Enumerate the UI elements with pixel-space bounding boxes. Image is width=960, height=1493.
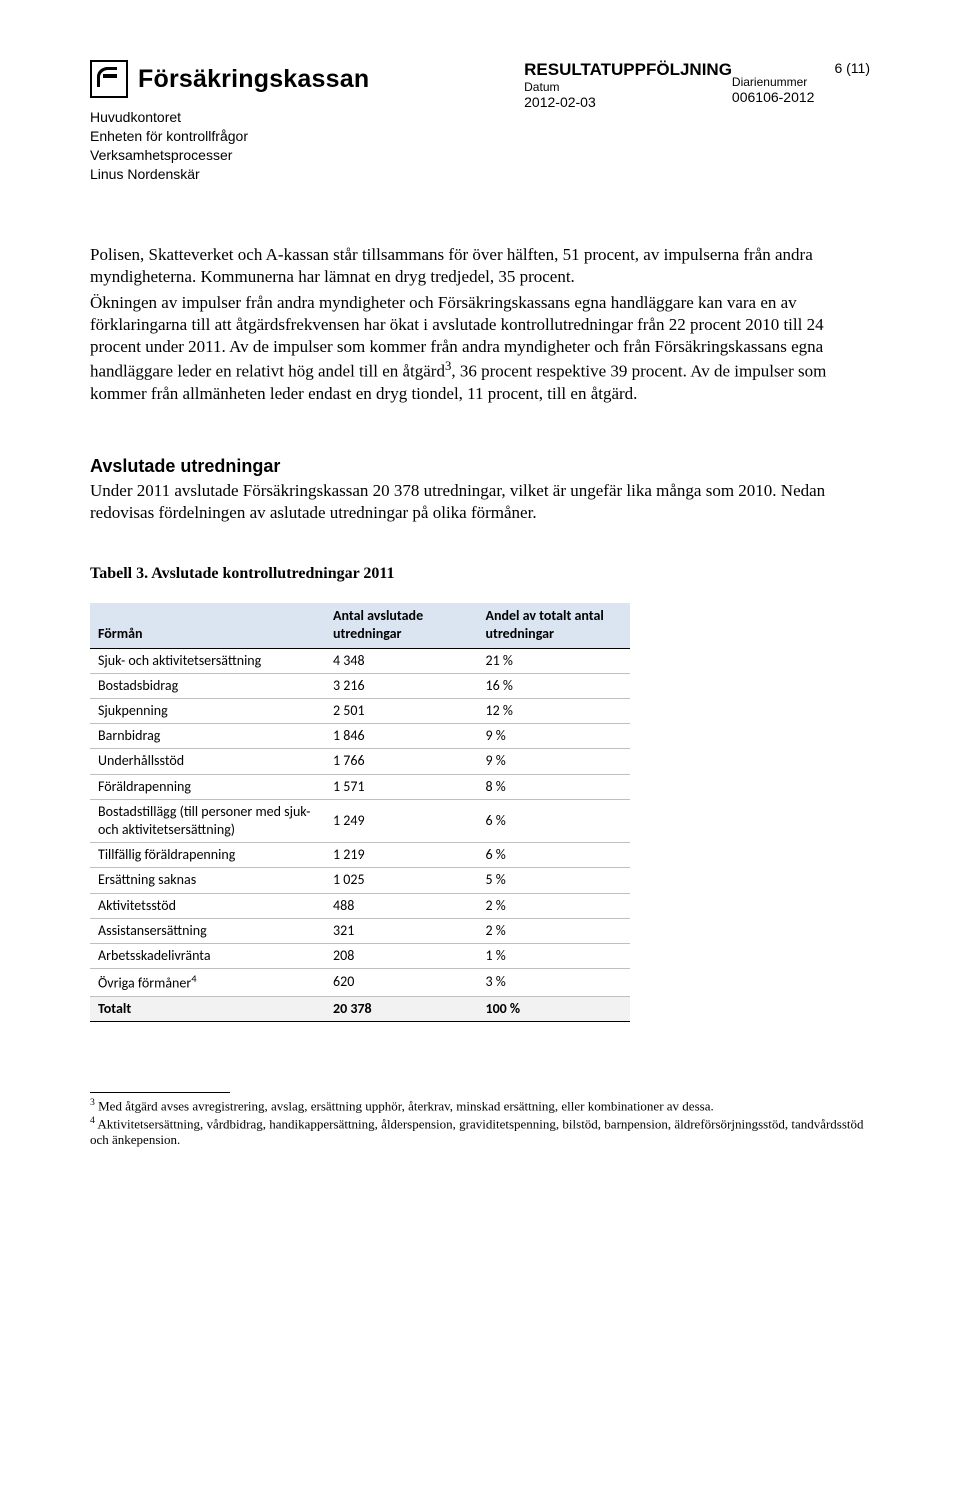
- footnote-rule: [90, 1092, 230, 1093]
- cell-text: Övriga förmåner: [98, 975, 191, 992]
- cell: 1 846: [325, 724, 477, 749]
- cell: Föräldrapenning: [90, 774, 325, 799]
- table-row: Föräldrapenning1 5718 %: [90, 774, 630, 799]
- cell: 620: [325, 969, 477, 997]
- paragraph: Under 2011 avslutade Försäkringskassan 2…: [90, 480, 870, 524]
- cell: 3 %: [477, 969, 630, 997]
- diarie-label: Diarienummer: [732, 75, 815, 89]
- cell: 9 %: [477, 724, 630, 749]
- sender-block: Huvudkontoret Enheten för kontrollfrågor…: [90, 108, 369, 184]
- cell: Barnbidrag: [90, 724, 325, 749]
- header-meta-left: RESULTATUPPFÖLJNING Datum 2012-02-03: [524, 60, 732, 110]
- cell: 2 %: [477, 918, 630, 943]
- table-row: Sjuk- och aktivitetsersättning4 34821 %: [90, 648, 630, 673]
- cell: Bostadstillägg (till personer med sjuk- …: [90, 799, 325, 842]
- page-number: 6 (11): [834, 60, 870, 110]
- table-row: Tillfällig föräldrapenning1 2196 %: [90, 843, 630, 868]
- cell: 6 %: [477, 799, 630, 842]
- cell: Aktivitetsstöd: [90, 893, 325, 918]
- table-row: Sjukpenning2 50112 %: [90, 699, 630, 724]
- cell: 2 %: [477, 893, 630, 918]
- footnote-text: Aktivitetsersättning, vårdbidrag, handik…: [90, 1116, 864, 1147]
- footnote: 4 Aktivitetsersättning, vårdbidrag, hand…: [90, 1115, 870, 1149]
- cell: Bostadsbidrag: [90, 673, 325, 698]
- page-header: Försäkringskassan Huvudkontoret Enheten …: [90, 60, 870, 184]
- cell: 3 216: [325, 673, 477, 698]
- cell: Tillfällig föräldrapenning: [90, 843, 325, 868]
- cell: 4 348: [325, 648, 477, 673]
- cell: 488: [325, 893, 477, 918]
- table-row: Ersättning saknas1 0255 %: [90, 868, 630, 893]
- footnote-ref: 4: [191, 972, 196, 985]
- table-row: Bostadstillägg (till personer med sjuk- …: [90, 799, 630, 842]
- logo: Försäkringskassan: [90, 60, 369, 98]
- header-meta-right: Diarienummer 006106-2012: [732, 60, 815, 110]
- cell: Övriga förmåner4: [90, 969, 325, 997]
- cell: Underhållsstöd: [90, 749, 325, 774]
- table-total-row: Totalt 20 378 100 %: [90, 996, 630, 1021]
- paragraph: Polisen, Skatteverket och A-kassan står …: [90, 244, 870, 288]
- cell: 8 %: [477, 774, 630, 799]
- table-row: Aktivitetsstöd4882 %: [90, 893, 630, 918]
- cell: 321: [325, 918, 477, 943]
- table-header: Förmån: [90, 603, 325, 648]
- cell: 1 571: [325, 774, 477, 799]
- table-header: Antal avslutade utredningar: [325, 603, 477, 648]
- cell: 16 %: [477, 673, 630, 698]
- cell: 1 766: [325, 749, 477, 774]
- table-row: Bostadsbidrag3 21616 %: [90, 673, 630, 698]
- header-right: RESULTATUPPFÖLJNING Datum 2012-02-03 Dia…: [524, 60, 870, 110]
- header-left: Försäkringskassan Huvudkontoret Enheten …: [90, 60, 369, 184]
- table-body: Sjuk- och aktivitetsersättning4 34821 % …: [90, 648, 630, 1021]
- cell: 208: [325, 943, 477, 968]
- logo-text: Försäkringskassan: [138, 65, 369, 94]
- cell: 12 %: [477, 699, 630, 724]
- cell: 1 219: [325, 843, 477, 868]
- table-row: Arbetsskadelivränta2081 %: [90, 943, 630, 968]
- page: Försäkringskassan Huvudkontoret Enheten …: [0, 0, 960, 1493]
- footnote-text: Med åtgärd avses avregistrering, avslag,…: [95, 1098, 714, 1113]
- cell: Ersättning saknas: [90, 868, 325, 893]
- doc-type-title: RESULTATUPPFÖLJNING: [524, 60, 732, 80]
- table-header: Andel av totalt antal utredningar: [477, 603, 630, 648]
- cell: 5 %: [477, 868, 630, 893]
- datum-value: 2012-02-03: [524, 94, 732, 110]
- datum-label: Datum: [524, 80, 732, 94]
- footnote: 3 Med åtgärd avses avregistrering, avsla…: [90, 1097, 870, 1115]
- cell: Sjuk- och aktivitetsersättning: [90, 648, 325, 673]
- cell: Arbetsskadelivränta: [90, 943, 325, 968]
- data-table: Förmån Antal avslutade utredningar Andel…: [90, 603, 630, 1022]
- table-caption: Tabell 3. Avslutade kontrollutredningar …: [90, 564, 870, 585]
- table-header-row: Förmån Antal avslutade utredningar Andel…: [90, 603, 630, 648]
- table-row: Barnbidrag1 8469 %: [90, 724, 630, 749]
- cell: 6 %: [477, 843, 630, 868]
- cell: 20 378: [325, 996, 477, 1021]
- cell: Sjukpenning: [90, 699, 325, 724]
- sender-line: Verksamhetsprocesser: [90, 146, 369, 165]
- paragraph: Ökningen av impulser från andra myndighe…: [90, 292, 870, 405]
- sender-line: Huvudkontoret: [90, 108, 369, 127]
- cell: 21 %: [477, 648, 630, 673]
- cell: 2 501: [325, 699, 477, 724]
- section-heading: Avslutade utredningar: [90, 455, 870, 478]
- logo-icon: [90, 60, 128, 98]
- sender-line: Enheten för kontrollfrågor: [90, 127, 369, 146]
- table-row: Assistansersättning3212 %: [90, 918, 630, 943]
- footnotes: 3 Med åtgärd avses avregistrering, avsla…: [90, 1092, 870, 1148]
- cell: Totalt: [90, 996, 325, 1021]
- cell: 100 %: [477, 996, 630, 1021]
- sender-line: Linus Nordenskär: [90, 165, 369, 184]
- cell: 1 025: [325, 868, 477, 893]
- cell: 9 %: [477, 749, 630, 774]
- table-row: Underhållsstöd1 7669 %: [90, 749, 630, 774]
- body-text: Polisen, Skatteverket och A-kassan står …: [90, 244, 870, 1149]
- cell: 1 %: [477, 943, 630, 968]
- diarie-value: 006106-2012: [732, 89, 815, 105]
- cell: Assistansersättning: [90, 918, 325, 943]
- cell: 1 249: [325, 799, 477, 842]
- table-row: Övriga förmåner4 620 3 %: [90, 969, 630, 997]
